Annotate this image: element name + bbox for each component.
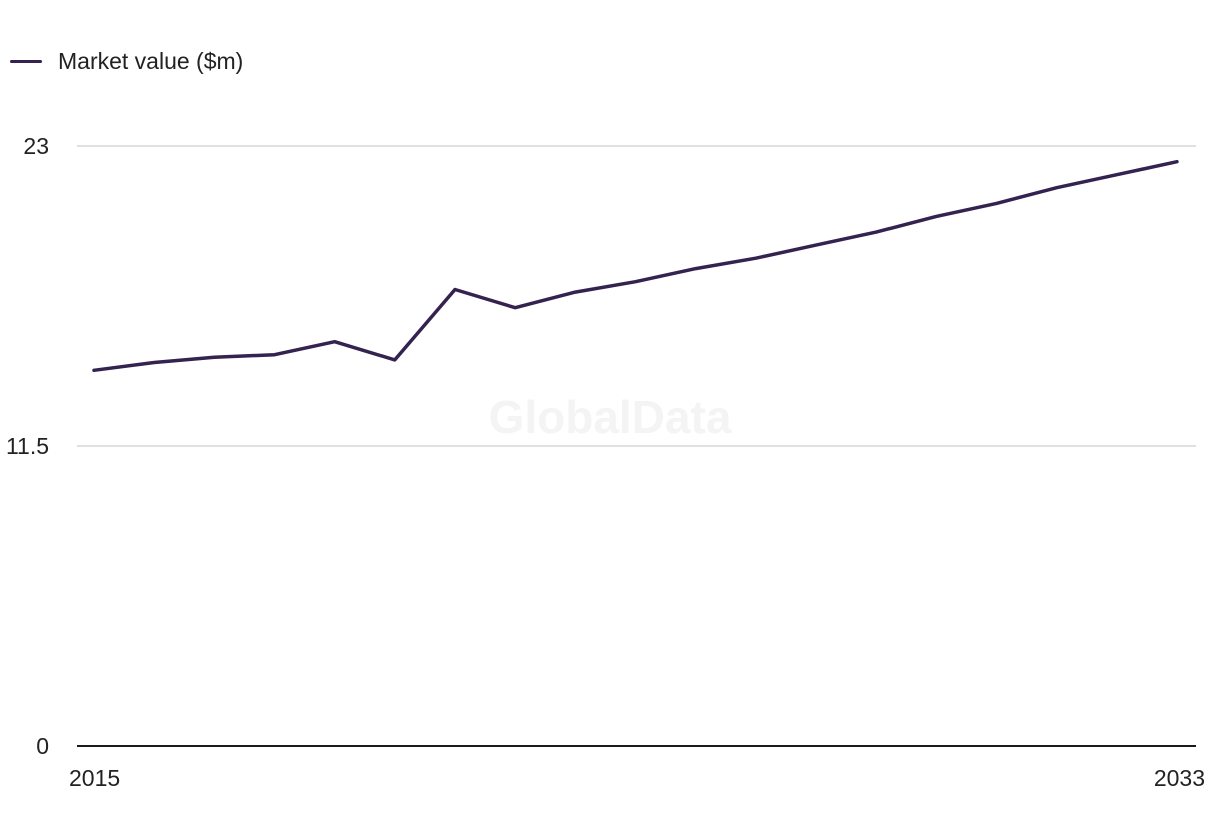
y-tick-label: 11.5	[6, 433, 49, 459]
legend-label: Market value ($m)	[58, 47, 244, 74]
axes: 0 11.5 23 2015 2033	[6, 133, 1205, 791]
gridlines	[77, 145, 1196, 447]
y-tick-label: 0	[36, 733, 49, 759]
x-tick-label: 2015	[69, 765, 120, 791]
watermark: GlobalData	[489, 391, 732, 443]
legend: Market value ($m)	[10, 46, 243, 76]
y-tick-label: 23	[23, 133, 49, 159]
x-tick-label: 2033	[1154, 765, 1205, 791]
legend-swatch	[10, 59, 42, 63]
series	[92, 159, 1179, 373]
series-line	[92, 159, 1179, 373]
